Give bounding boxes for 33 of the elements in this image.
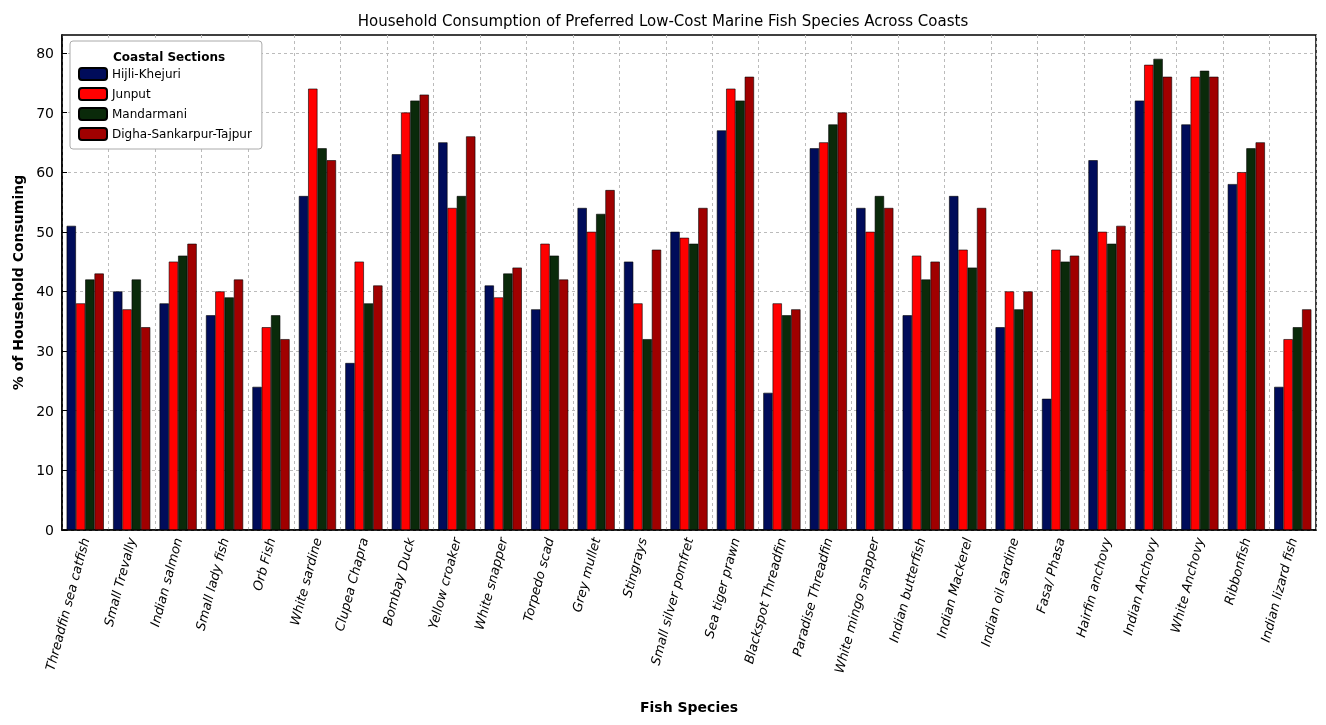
x-tick-label: Torpedo scad [520, 535, 558, 624]
y-tick-label: 10 [36, 462, 54, 479]
x-tick-label: Indian lizard fish [1257, 536, 1301, 644]
y-axis-title: % of Household Consuming [10, 174, 27, 391]
y-tick-label: 40 [36, 283, 54, 300]
x-tick-label: Clupea Chapra [331, 536, 372, 633]
x-tick-label: White sardine [286, 536, 325, 627]
x-tick-label: Hairfin anchovy [1073, 535, 1115, 639]
y-tick-label: 50 [36, 223, 54, 240]
legend-label: Junput [111, 87, 151, 101]
x-tick-label: Indian oil sardine [977, 536, 1022, 648]
x-tick-label: Fasa/ Phasa [1033, 536, 1068, 615]
x-tick-label: White snapper [471, 534, 511, 632]
x-tick-label: White mingo snapper [831, 534, 883, 675]
y-tick-label: 20 [36, 402, 54, 419]
legend-title: Coastal Sections [113, 50, 226, 64]
x-tick-label: Sea tiger prawn [701, 536, 743, 640]
x-tick-label: Indian salmon [147, 536, 186, 629]
y-tick-label: 70 [36, 104, 54, 121]
y-tick-label: 0 [45, 522, 54, 538]
y-tick-label: 80 [36, 44, 54, 61]
legend-label: Hijli-Khejuri [112, 67, 181, 81]
y-tick-label: 30 [36, 343, 54, 360]
x-tick-label: Yellow croaker [425, 534, 465, 631]
y-tick-label: 60 [36, 164, 54, 181]
legend-label: Mandarmani [112, 107, 187, 121]
x-tick-label: Small silver pomfret [647, 535, 697, 667]
chart-title: Household Consumption of Preferred Low-Cost Marine Fish Species Across Coasts [357, 11, 969, 30]
x-axis-title: Fish Species [639, 699, 739, 715]
x-tick-label: Orb Fish [249, 536, 279, 593]
legend-label: Digha-Sankarpur-Tajpur [112, 127, 252, 141]
x-tick-label: Grey mullet [569, 535, 604, 614]
x-tick-label: Small lady fish [192, 536, 232, 632]
